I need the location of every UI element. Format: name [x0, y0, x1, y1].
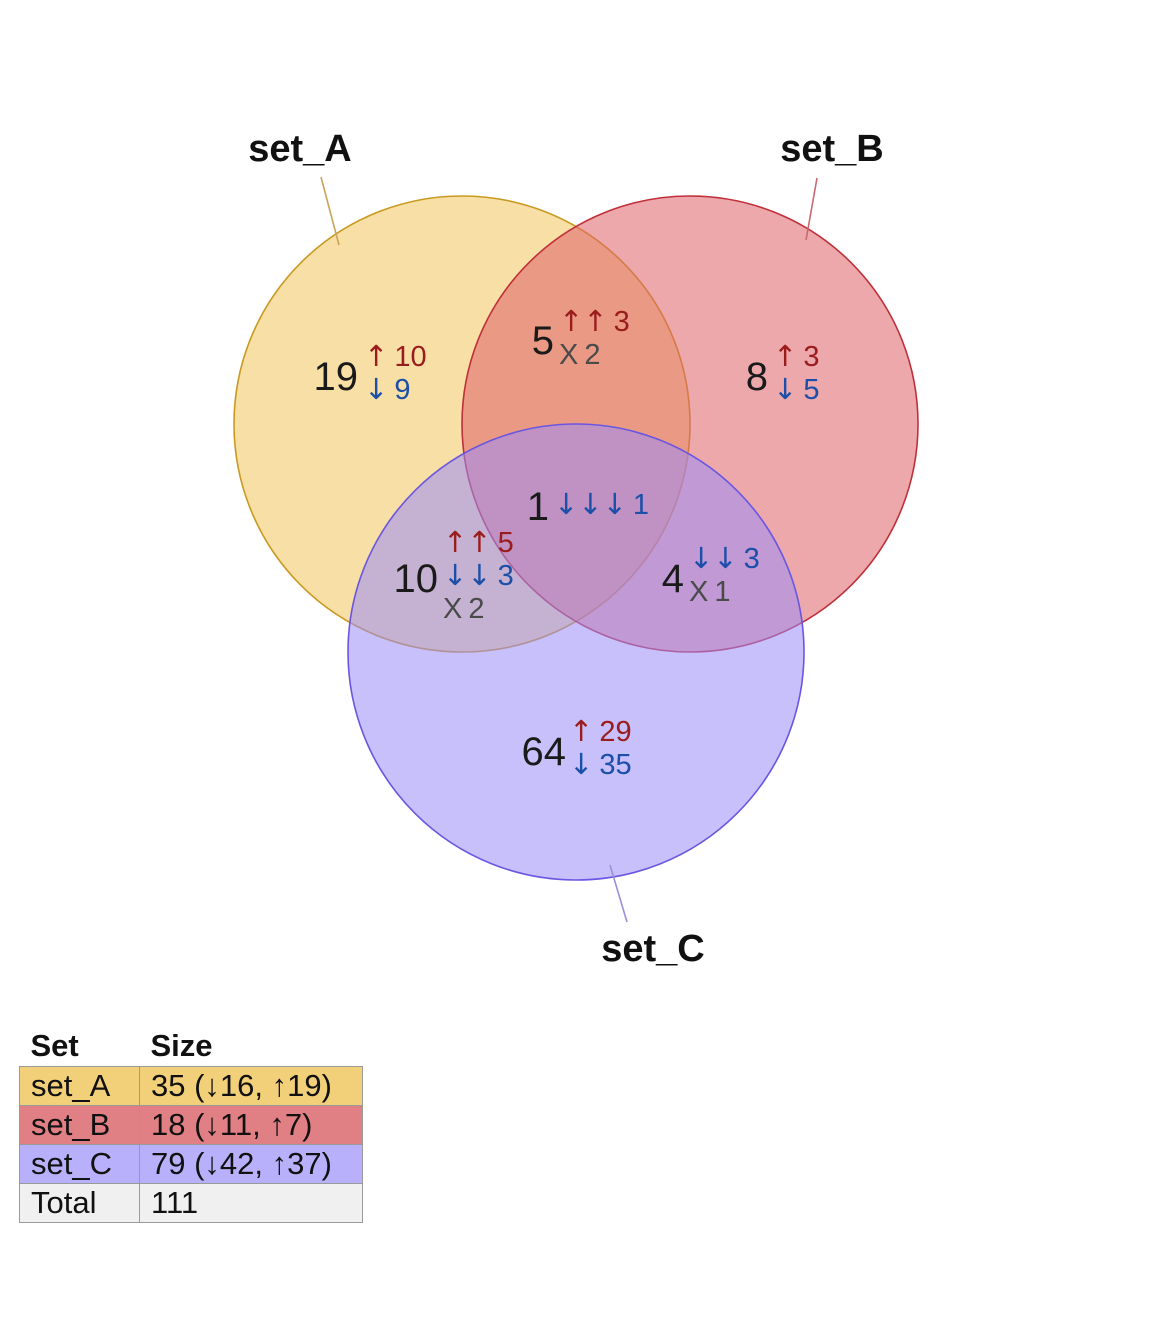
- table-row-set-a: set_A 35 (↓16, ↑19): [19, 1066, 363, 1106]
- region-down-count: ↓↓ 3: [689, 541, 760, 575]
- table-header-row: Set Size: [20, 1026, 363, 1067]
- region-up-count: ↑ 3: [773, 339, 819, 373]
- set-title-c: set_C: [601, 928, 705, 970]
- up-arrow-icon: ↑↑: [443, 525, 492, 559]
- region-sub-value: 5: [803, 374, 819, 406]
- mixed-direction-marker: X: [443, 593, 462, 625]
- region-sub-value: 2: [584, 339, 600, 371]
- region-sub-value: 35: [599, 749, 631, 781]
- table-cell-set: set_B: [19, 1105, 140, 1145]
- region-up-count: ↑↑ 3: [559, 304, 630, 338]
- table-cell-set: set_C: [19, 1144, 140, 1184]
- leader-line-set-a: [320, 176, 340, 246]
- set-titles: set_A set_B set_C: [248, 128, 884, 970]
- region-up-count: ↑ 10: [364, 339, 427, 373]
- region-c: 64 ↑ 29↓ 35: [522, 714, 632, 781]
- down-arrow-icon: ↓↓↓: [554, 487, 627, 521]
- region-down-count: ↓ 35: [569, 747, 632, 781]
- region-sub-value: 10: [394, 341, 426, 373]
- down-arrow-icon: ↓: [569, 747, 593, 781]
- region-up-count: ↑ 29: [569, 714, 632, 748]
- set-title-a: set_A: [248, 128, 352, 170]
- set-size-table: Set Size set_A 35 (↓16, ↑19) set_B 18 (↓…: [19, 1026, 363, 1223]
- region-down-count: ↓ 9: [364, 372, 410, 406]
- region-count: 4: [662, 557, 684, 601]
- region-counts: 19 ↑ 10↓ 9 8 ↑ 3↓ 564 ↑ 29↓ 355 ↑↑ 3X 210↑↑ 5↓↓ 3X 24 ↓↓ 3…: [314, 304, 820, 781]
- up-arrow-icon: ↑: [569, 714, 593, 748]
- table-header-size: Size: [150, 1028, 213, 1063]
- region-sub-value: 3: [498, 560, 514, 592]
- region-count: 64: [522, 730, 567, 774]
- table-cell-set: set_A: [19, 1066, 140, 1106]
- venn-diagram: set_A set_B set_C 19 ↑ 10↓ 9 8 ↑ 3↓ 564 ↑ 29↓ 355 ↑…: [233, 128, 919, 970]
- region-count: 5: [532, 319, 554, 363]
- region-up-count: ↑↑ 5: [443, 525, 514, 559]
- region-sub-value: 5: [498, 527, 514, 559]
- region-count: 19: [314, 355, 359, 399]
- region-sub-value: 9: [394, 374, 410, 406]
- circle-set-c: [347, 423, 805, 881]
- region-sub-value: 3: [744, 543, 760, 575]
- region-count: 8: [746, 355, 768, 399]
- up-arrow-icon: ↑↑: [559, 304, 608, 338]
- region-sub-value: 2: [468, 593, 484, 625]
- table-cell-set: Total: [19, 1183, 140, 1223]
- leader-line-set-c: [609, 864, 628, 923]
- region-sub-value: 1: [714, 576, 730, 608]
- table-cell-size: 79 (↓42, ↑37): [139, 1144, 363, 1184]
- down-arrow-icon: ↓↓: [689, 541, 738, 575]
- table-cell-size: 18 (↓11, ↑7): [139, 1105, 363, 1145]
- table-cell-size: 35 (↓16, ↑19): [139, 1066, 363, 1106]
- table-header-set: Set: [30, 1028, 79, 1063]
- region-sub-value: 3: [614, 306, 630, 338]
- table-row-set-b: set_B 18 (↓11, ↑7): [19, 1105, 363, 1145]
- region-bc: 4 ↓↓ 3X 1: [662, 541, 760, 608]
- region-ab: 5 ↑↑ 3X 2: [532, 304, 630, 371]
- region-sub-value: 3: [803, 341, 819, 373]
- region-down-count: ↓ 5: [773, 372, 819, 406]
- leader-line-set-b: [805, 177, 818, 241]
- table-cell-size: 111: [139, 1183, 363, 1223]
- table-row-total: Total 111: [19, 1183, 363, 1223]
- region-count: 10: [394, 557, 439, 601]
- down-arrow-icon: ↓: [773, 372, 797, 406]
- region-abc: 1 ↓↓↓ 1: [527, 485, 649, 529]
- region-b: 8 ↑ 3↓ 5: [746, 339, 820, 406]
- region-ac: 10↑↑ 5↓↓ 3X 2: [394, 525, 514, 625]
- mixed-direction-marker: X: [689, 576, 708, 608]
- down-arrow-icon: ↓: [364, 372, 388, 406]
- set-circles: [233, 195, 919, 881]
- region-down-count: ↓↓↓ 1: [554, 487, 649, 521]
- region-a: 19 ↑ 10↓ 9: [314, 339, 427, 406]
- mixed-direction-marker: X: [559, 339, 578, 371]
- region-down-count: ↓↓ 3: [443, 558, 514, 592]
- region-count: 1: [527, 485, 549, 529]
- region-sub-value: 29: [599, 716, 631, 748]
- region-sub-value: 1: [633, 489, 649, 521]
- up-arrow-icon: ↑: [364, 339, 388, 373]
- table-row-set-c: set_C 79 (↓42, ↑37): [19, 1144, 363, 1184]
- down-arrow-icon: ↓↓: [443, 558, 492, 592]
- up-arrow-icon: ↑: [773, 339, 797, 373]
- set-title-b: set_B: [780, 128, 884, 170]
- set-label-leaders: [320, 176, 818, 923]
